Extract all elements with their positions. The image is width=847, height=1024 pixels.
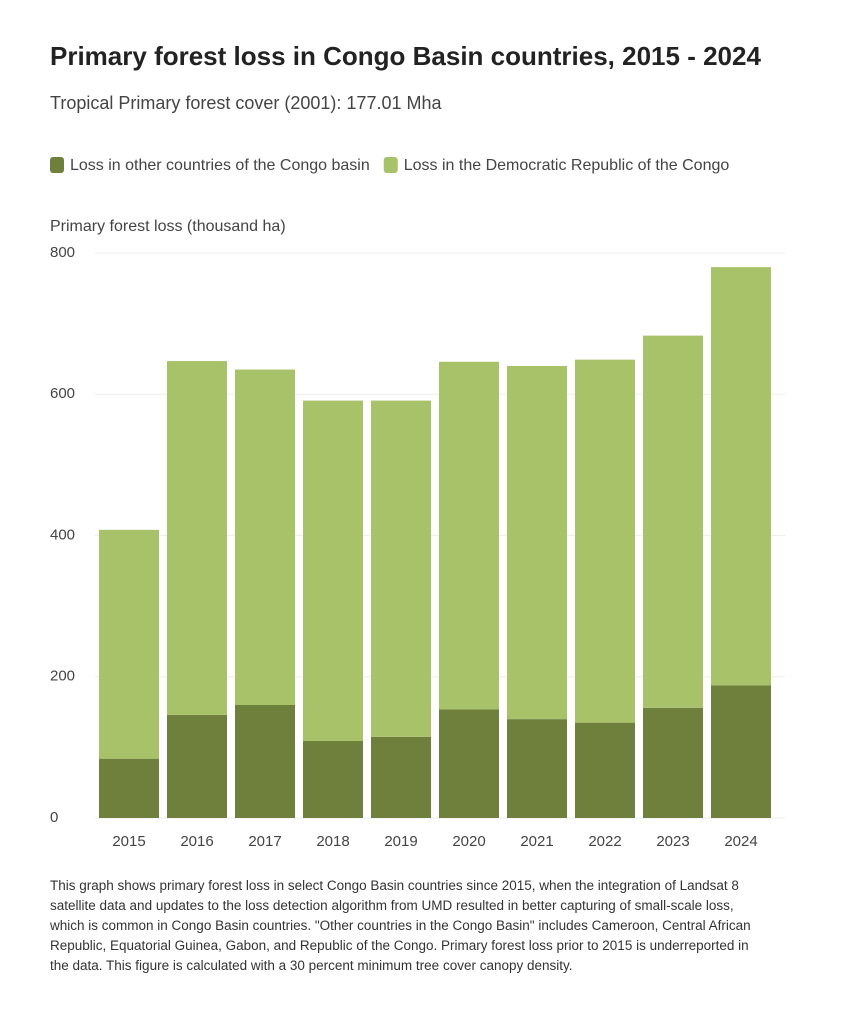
x-tick-label: 2024	[724, 833, 757, 850]
chart-subtitle: Tropical Primary forest cover (2001): 17…	[50, 93, 442, 113]
bar-segment	[167, 714, 227, 818]
x-tick-label: 2017	[248, 833, 281, 850]
y-tick-label: 400	[50, 526, 75, 543]
x-tick-label: 2020	[452, 833, 485, 850]
bar-segment	[711, 685, 771, 818]
y-tick-label: 0	[50, 809, 58, 826]
bar-segment	[235, 705, 295, 818]
legend-swatch	[383, 157, 398, 173]
bar-segment	[575, 722, 635, 818]
x-tick-label: 2015	[112, 833, 145, 850]
bar-segment	[303, 741, 363, 818]
bar-segment	[439, 361, 499, 710]
bar-segment	[99, 529, 159, 759]
legend-label: Loss in other countries of the Congo bas…	[70, 157, 370, 174]
bar-segment	[371, 736, 431, 818]
footnote: This graph shows primary forest loss in …	[50, 878, 751, 973]
x-tick-label: 2018	[316, 833, 349, 850]
y-tick-label: 200	[50, 668, 75, 685]
bar-segment	[575, 359, 635, 723]
legend-swatch	[50, 157, 64, 173]
y-tick-label: 800	[50, 244, 75, 261]
bar-segment	[711, 267, 771, 686]
bar-segment	[439, 709, 499, 818]
chart: Primary forest loss in Congo Basin count…	[50, 41, 785, 850]
bar-segment	[507, 719, 567, 818]
x-tick-label: 2022	[588, 833, 621, 850]
bar-segment	[643, 707, 703, 818]
bar-segment	[371, 400, 431, 737]
chart-title: Primary forest loss in Congo Basin count…	[50, 41, 761, 71]
x-tick-label: 2021	[520, 833, 553, 850]
x-tick-label: 2016	[180, 833, 213, 850]
bar-segment	[235, 369, 295, 705]
bar-segment	[643, 335, 703, 708]
x-tick-label: 2019	[384, 833, 417, 850]
bar-segment	[507, 366, 567, 720]
bar-segment	[303, 400, 363, 742]
legend-label: Loss in the Democratic Republic of the C…	[404, 157, 730, 174]
y-axis-label: Primary forest loss (thousand ha)	[50, 218, 286, 235]
bar-segment	[99, 758, 159, 818]
y-tick-label: 600	[50, 385, 75, 402]
x-tick-label: 2023	[656, 833, 689, 850]
bar-segment	[167, 361, 227, 715]
